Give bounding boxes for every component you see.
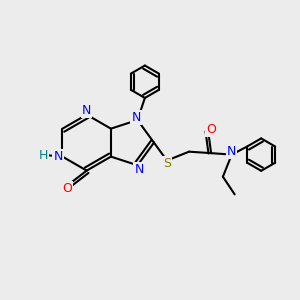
Text: N: N (227, 145, 236, 158)
Text: S: S (163, 157, 171, 170)
Text: N: N (134, 163, 144, 176)
Text: N: N (53, 150, 63, 163)
Text: O: O (206, 123, 216, 136)
Text: O: O (63, 182, 73, 195)
Text: N: N (131, 111, 141, 124)
Text: H: H (39, 149, 48, 162)
Text: N: N (82, 104, 92, 117)
